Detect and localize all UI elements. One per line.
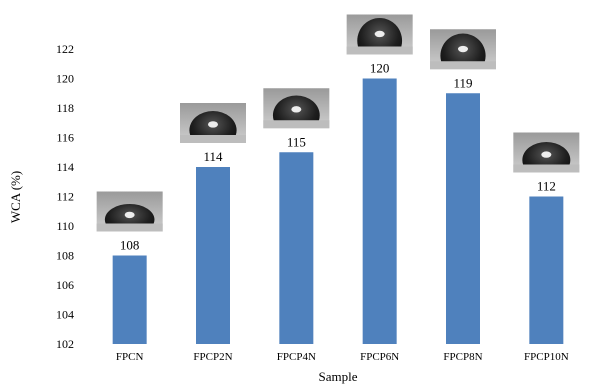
- data-label: 114: [203, 149, 223, 164]
- x-tick-label: FPCP6N: [360, 351, 399, 363]
- droplet-photo: [346, 14, 413, 55]
- y-tick-label: 112: [56, 190, 74, 204]
- y-tick-label: 120: [56, 72, 74, 86]
- bar: [529, 196, 564, 344]
- x-tick-label: FPCP10N: [524, 351, 569, 363]
- y-tick-label: 114: [56, 160, 74, 174]
- y-tick-label: 108: [56, 249, 74, 263]
- droplet-photos: [96, 14, 580, 232]
- data-label: 119: [453, 75, 472, 90]
- bar: [279, 152, 314, 344]
- x-category-labels: FPCN FPCP2N FPCP4N FPCP6N FPCP8N FPCP10N: [116, 351, 569, 363]
- droplet-photo: [180, 103, 246, 143]
- data-label: 108: [120, 238, 140, 253]
- y-tick-label: 104: [56, 308, 74, 322]
- bar: [196, 167, 230, 344]
- data-label: 115: [287, 134, 306, 149]
- y-axis-title: WCA (%): [8, 171, 23, 223]
- y-tick-label: 110: [56, 219, 74, 233]
- bar: [112, 255, 147, 344]
- data-label: 112: [537, 179, 556, 194]
- data-label: 120: [370, 61, 390, 76]
- data-labels: 108 114 115 120 119 112: [120, 61, 556, 253]
- y-tick-label: 116: [56, 131, 74, 145]
- y-tick-label: 102: [56, 337, 74, 351]
- x-tick-label: FPCP4N: [277, 351, 316, 363]
- droplet-photo: [96, 191, 163, 232]
- bar: [446, 93, 480, 344]
- x-axis-title: Sample: [319, 369, 358, 384]
- x-tick-label: FPCP8N: [443, 351, 482, 363]
- y-tick-label: 106: [56, 278, 74, 292]
- y-tick-label: 118: [56, 101, 74, 115]
- droplet-photo: [513, 132, 580, 173]
- x-tick-label: FPCP2N: [193, 351, 232, 363]
- y-tick-label: 122: [56, 42, 74, 56]
- bars-group: [112, 78, 564, 344]
- x-tick-label: FPCN: [116, 351, 144, 363]
- bar: [362, 78, 397, 344]
- droplet-photo: [430, 29, 496, 70]
- y-axis: 102 104 106 108 110 112 114 116 118 120 122: [56, 42, 74, 351]
- droplet-photo: [263, 88, 330, 129]
